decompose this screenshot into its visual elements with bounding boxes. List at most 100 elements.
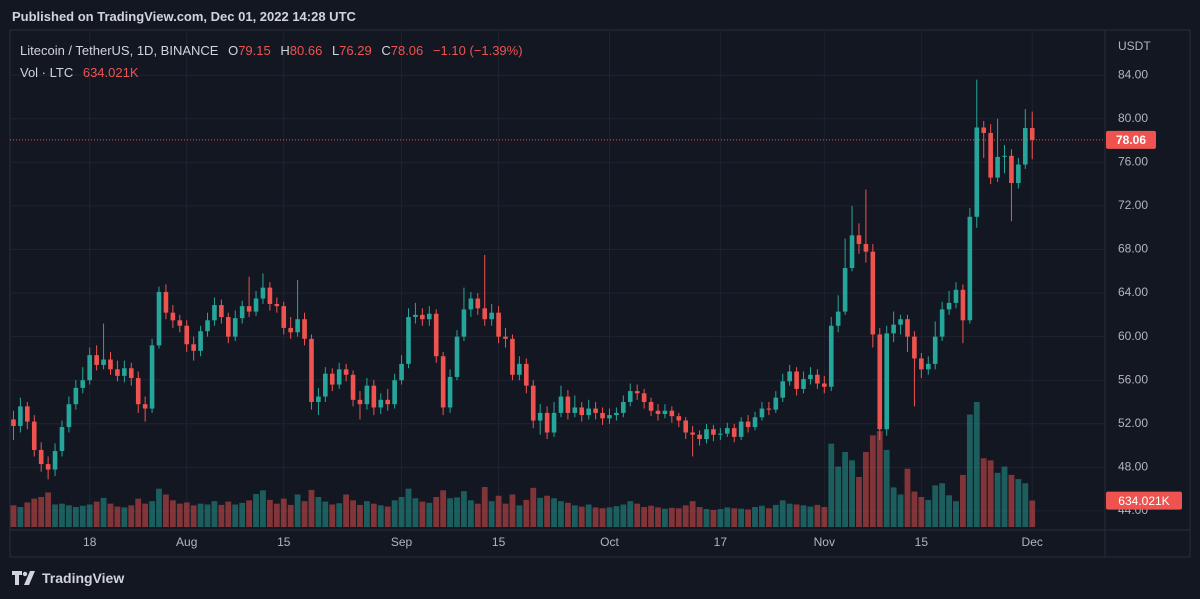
candle-body (801, 379, 806, 389)
volume-bar (710, 509, 717, 527)
volume-bar (759, 505, 765, 527)
candle-body (489, 312, 494, 320)
candle-body (25, 406, 30, 422)
candle-body (738, 421, 744, 437)
candle-body (662, 410, 668, 414)
currency-label: USDT (1118, 39, 1151, 53)
x-tick-label: Aug (176, 535, 197, 549)
volume-bar (246, 500, 252, 527)
volume-bar (703, 509, 710, 527)
candle-body (31, 421, 37, 450)
volume-bar (544, 495, 551, 527)
volume-bar (86, 504, 93, 527)
volume-bar (72, 507, 79, 527)
volume-bar (925, 499, 932, 527)
x-tick-label: Nov (814, 535, 835, 549)
volume-bar (675, 508, 682, 527)
candle-body (815, 374, 820, 384)
volume-bar (419, 501, 426, 527)
candle-body (939, 309, 945, 337)
volume-bar (731, 508, 738, 527)
volume-bar (876, 431, 883, 527)
y-tick-label: 48.00 (1118, 460, 1148, 474)
volume-bar (93, 501, 100, 527)
candle-body (600, 412, 605, 419)
candle-body (170, 312, 176, 321)
volume-bar (239, 502, 246, 527)
volume-bar (1029, 500, 1036, 527)
candle-body (73, 387, 79, 405)
candle-body (156, 291, 162, 346)
candle-body (634, 391, 640, 394)
volume-bar (987, 460, 994, 527)
volume-bar (287, 504, 294, 527)
candle-body (302, 319, 307, 339)
volume-bar (800, 505, 807, 527)
volume-bar (467, 500, 474, 527)
y-tick-label: 56.00 (1118, 372, 1148, 386)
volume-bar (564, 502, 571, 527)
volume-bar (204, 504, 211, 527)
symbol: Litecoin / TetherUS, 1D, BINANCE (20, 43, 219, 58)
volume-bar (946, 495, 952, 527)
volume-bar (114, 506, 121, 527)
candle-body (52, 451, 58, 470)
volume-bar (232, 504, 239, 527)
volume-bar (31, 498, 38, 527)
y-tick-label: 76.00 (1118, 155, 1148, 169)
candle-body (572, 407, 578, 413)
candle-body (447, 376, 453, 408)
volume-bar (38, 497, 45, 527)
candle-body (149, 345, 155, 409)
candle-body (794, 371, 799, 389)
candle-body (399, 363, 404, 381)
candle-body (676, 416, 682, 421)
volume-bar (357, 504, 363, 527)
candle-body (323, 373, 328, 397)
candle-body (468, 298, 474, 310)
volume-bar (696, 507, 703, 527)
volume-bar (266, 499, 273, 527)
volume-bar (571, 505, 578, 527)
volume-bar (433, 497, 440, 527)
volume-bar (454, 497, 460, 527)
candle-body (988, 132, 993, 178)
volume-title: Vol · LTC (20, 65, 74, 80)
candle-body (357, 399, 363, 405)
y-tick-label: 72.00 (1118, 198, 1148, 212)
candle-body (780, 381, 786, 398)
candle-body (558, 396, 564, 413)
candle-body (420, 314, 425, 320)
candle-body (524, 363, 529, 386)
volume-bar (100, 497, 107, 527)
candle-body (18, 406, 23, 426)
volume-bar (364, 501, 370, 527)
ohlc-row: Litecoin / TetherUS, 1D, BINANCE O79.15 … (20, 40, 523, 62)
volume-bar (890, 487, 897, 527)
candle-body (392, 380, 397, 405)
candle-body (309, 338, 314, 403)
x-tick-label: 15 (915, 535, 929, 549)
volume-bar (52, 504, 58, 527)
volume-bar (821, 507, 828, 527)
candle-body (718, 433, 723, 435)
y-tick-label: 60.00 (1118, 329, 1148, 343)
volume-bar (911, 491, 918, 527)
candle-body (808, 374, 813, 380)
volume-bar (745, 509, 751, 527)
brand-logo: TradingView (12, 570, 124, 586)
candle-body (212, 305, 217, 321)
candle-body (1023, 128, 1028, 165)
candle-body (711, 429, 716, 435)
candle-body (385, 399, 391, 405)
volume-bar (384, 506, 391, 527)
y-tick-label: 80.00 (1118, 111, 1148, 125)
volume-bar (163, 494, 169, 527)
candle-body (115, 369, 120, 376)
candle-body (142, 404, 148, 409)
volume-bar (883, 449, 890, 527)
candle-body (974, 127, 980, 217)
volume-bar (530, 487, 537, 527)
volume-bar (779, 500, 786, 527)
